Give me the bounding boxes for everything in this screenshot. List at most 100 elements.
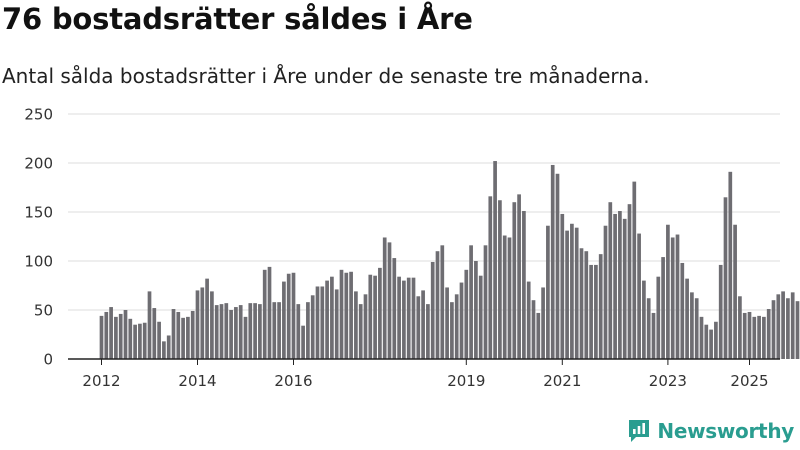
bar xyxy=(152,308,157,359)
x-tick-label: 2021 xyxy=(543,372,581,390)
bar xyxy=(651,312,656,359)
bar xyxy=(522,211,526,359)
bar xyxy=(267,266,272,359)
bar xyxy=(382,237,387,359)
bar xyxy=(440,245,445,359)
bar xyxy=(315,286,320,359)
bar xyxy=(469,245,473,359)
bar xyxy=(147,291,152,359)
bar xyxy=(205,278,209,359)
bar xyxy=(594,264,598,359)
bar xyxy=(704,324,709,359)
y-tick-label: 100 xyxy=(24,253,53,271)
bar xyxy=(728,171,733,359)
bar xyxy=(579,248,584,359)
x-tick-label: 2023 xyxy=(649,372,687,390)
bar xyxy=(613,213,617,359)
bar xyxy=(387,242,392,359)
bar xyxy=(752,316,757,359)
y-tick-label: 0 xyxy=(43,351,53,369)
bar xyxy=(694,298,699,359)
brand-logo: Newsworthy xyxy=(627,418,794,444)
bar xyxy=(493,161,497,359)
bar xyxy=(349,271,353,359)
bar xyxy=(397,276,401,359)
bar xyxy=(109,307,113,359)
bar xyxy=(166,335,171,359)
y-tick-label: 200 xyxy=(24,155,53,173)
bar xyxy=(306,302,310,359)
bar xyxy=(776,294,781,359)
bar xyxy=(531,300,536,359)
chart-subtitle: Antal sålda bostadsrätter i Åre under de… xyxy=(2,64,650,88)
bar xyxy=(570,223,574,359)
bar xyxy=(603,225,608,359)
bar xyxy=(325,280,329,359)
bar xyxy=(627,204,632,359)
y-tick-label: 150 xyxy=(24,204,53,222)
bar xyxy=(699,316,704,359)
bar xyxy=(272,302,277,359)
bar xyxy=(536,312,541,359)
bar xyxy=(258,304,262,359)
chart-title: 76 bostadsrätter såldes i Åre xyxy=(2,2,473,36)
y-tick-label: 50 xyxy=(34,302,53,320)
bar xyxy=(517,194,521,359)
bar xyxy=(550,164,555,359)
bar xyxy=(608,202,613,359)
bar xyxy=(392,258,397,359)
bar xyxy=(277,302,281,359)
bar xyxy=(402,280,406,359)
bar xyxy=(541,287,545,359)
bar xyxy=(560,213,565,359)
x-tick-label: 2025 xyxy=(730,372,768,390)
bar xyxy=(142,322,147,359)
bar xyxy=(430,261,435,359)
bar xyxy=(618,211,622,359)
bar xyxy=(262,269,267,359)
bar xyxy=(282,281,286,359)
bar xyxy=(416,296,421,359)
bar xyxy=(445,287,449,359)
bar xyxy=(234,307,238,359)
bar xyxy=(459,282,464,359)
bar xyxy=(742,312,747,359)
bar xyxy=(214,305,219,359)
bar xyxy=(176,311,181,359)
bar xyxy=(474,261,478,359)
bar xyxy=(670,237,675,359)
bar xyxy=(454,294,459,359)
bar xyxy=(238,305,243,359)
bar xyxy=(574,227,579,359)
bar xyxy=(661,257,665,359)
bar xyxy=(771,300,776,359)
bar xyxy=(133,324,137,359)
bar xyxy=(512,202,517,359)
bar xyxy=(354,291,358,359)
bar xyxy=(738,296,742,359)
bar xyxy=(99,315,104,359)
bar xyxy=(301,325,305,359)
bar xyxy=(598,254,603,359)
bar xyxy=(450,302,454,359)
brand-name: Newsworthy xyxy=(657,419,794,443)
bar xyxy=(478,275,483,359)
bar xyxy=(723,197,728,359)
x-tick-label: 2019 xyxy=(447,372,485,390)
bar xyxy=(526,281,531,359)
bar xyxy=(411,277,416,359)
bar xyxy=(118,313,123,359)
bar xyxy=(680,262,685,359)
bar xyxy=(483,245,488,359)
bar xyxy=(229,310,233,359)
bar xyxy=(790,292,795,359)
bar xyxy=(488,196,493,359)
bar xyxy=(642,280,646,359)
bar xyxy=(675,234,680,359)
bar xyxy=(718,264,723,359)
bar xyxy=(507,237,512,359)
bar xyxy=(296,304,301,359)
bar xyxy=(714,321,718,359)
bar xyxy=(406,277,411,359)
bar xyxy=(219,304,224,359)
